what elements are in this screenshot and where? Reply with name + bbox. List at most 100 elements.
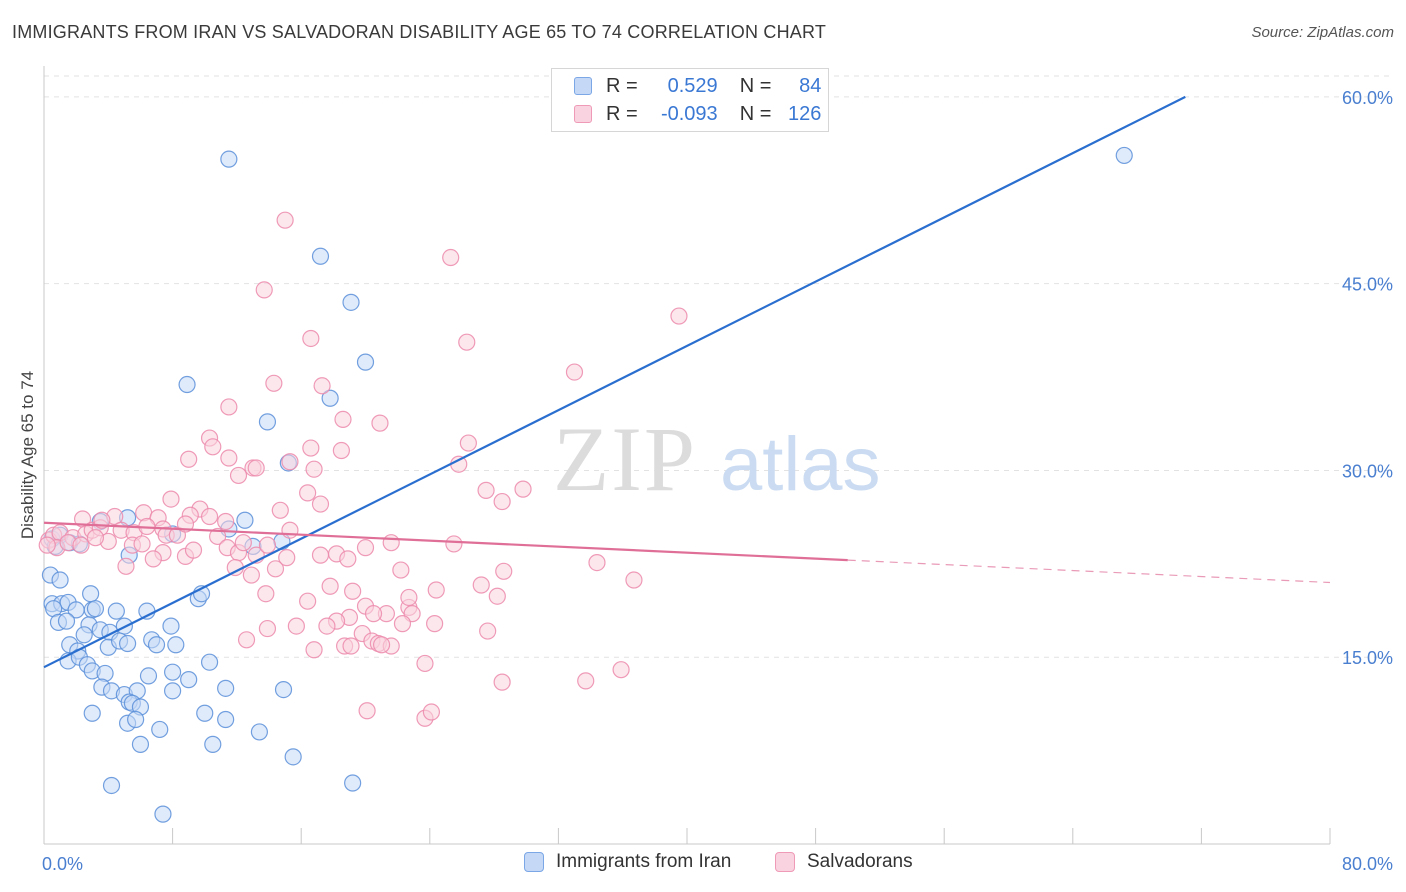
- salvadoran-point: [266, 560, 285, 578]
- iran-point: [217, 710, 235, 729]
- salvadoran-point: [258, 536, 277, 554]
- trend-lines: [43, 95, 1331, 669]
- bottom-legend-swatch-iran: [524, 852, 544, 872]
- salvadoran-point: [339, 550, 357, 568]
- salvadoran-point: [184, 541, 203, 559]
- iran-point: [86, 600, 105, 618]
- salvadoran-point: [302, 439, 320, 457]
- legend-n-label: N =: [739, 74, 772, 97]
- salvadoran-point: [416, 654, 434, 673]
- salvadoran-point: [305, 641, 323, 659]
- salvadoran-point: [450, 455, 468, 473]
- iran-point: [51, 571, 69, 589]
- legend-n-value-salvadoran: 126: [788, 102, 822, 125]
- salvadoran-point: [281, 521, 299, 539]
- salvadoran-point: [299, 484, 317, 502]
- salvadoran-point: [313, 377, 331, 395]
- y-axis-label: Disability Age 65 to 74: [18, 371, 37, 539]
- salvadoran-point: [458, 333, 476, 351]
- watermark-zip: ZIP: [553, 408, 697, 510]
- salvadoran-point: [514, 480, 532, 498]
- salvadoran-point: [445, 535, 463, 553]
- iran-point: [204, 735, 222, 753]
- salvadoran-point: [459, 434, 477, 452]
- salvadoran-point: [220, 449, 238, 467]
- iran-point: [180, 671, 198, 689]
- legend-swatch-iran: [574, 77, 592, 95]
- iran-point: [342, 293, 360, 311]
- iran-point: [236, 511, 254, 529]
- bottom-legend-swatch-salvadoran: [775, 852, 795, 872]
- salvadoran-point: [612, 661, 630, 679]
- y-tick-labels: 15.0% 30.0% 45.0% 60.0%: [1342, 88, 1393, 668]
- y-tick-label: 60.0%: [1342, 88, 1393, 108]
- salvadoran-point: [670, 307, 688, 325]
- salvadoran-point: [305, 460, 323, 478]
- salvadoran-point: [86, 529, 105, 547]
- iran-point: [284, 748, 302, 766]
- salvadoran-point: [334, 410, 352, 428]
- x-tick-labels: 0.0% 80.0%: [42, 854, 1393, 874]
- salvadoran-point: [38, 536, 56, 554]
- source-label: Source: ZipAtlas.com: [1251, 24, 1394, 41]
- salvadoran-point: [392, 561, 410, 579]
- legend-n-value-iran: 84: [799, 74, 822, 97]
- iran-point: [164, 682, 182, 700]
- y-tick-label: 15.0%: [1342, 648, 1393, 668]
- iran-point: [83, 704, 101, 722]
- salvadoran-point: [577, 672, 595, 690]
- x-tick-label: 0.0%: [42, 854, 83, 874]
- bottom-legend-salvadoran: Salvadorans: [775, 851, 913, 873]
- iran-point: [220, 150, 238, 168]
- salvadoran-point: [144, 550, 162, 568]
- bottom-legend-iran: Immigrants from Iran: [524, 851, 731, 873]
- salvadoran-point: [276, 211, 294, 229]
- salvadoran-point: [302, 329, 320, 348]
- salvadoran-point: [344, 582, 362, 600]
- y-tick-label: 45.0%: [1342, 275, 1393, 295]
- iran-point: [118, 634, 137, 653]
- iran-point: [139, 667, 158, 685]
- x-tick-label: 80.0%: [1342, 854, 1393, 874]
- salvadoran-point: [204, 438, 222, 456]
- iran-point: [127, 710, 145, 729]
- watermark-atlas: atlas: [720, 422, 881, 507]
- salvadoran-point: [162, 490, 180, 508]
- iran-point: [154, 805, 172, 823]
- salvadoran-point: [393, 615, 412, 633]
- legend-r-value-salvadoran: -0.093: [660, 102, 718, 125]
- salvadoran-point: [299, 592, 317, 610]
- salvadoran-point: [278, 549, 296, 567]
- salvadoran-point: [472, 576, 490, 594]
- iran-trend-line: [43, 95, 1186, 669]
- salvadoran-point: [321, 577, 339, 595]
- iran-point: [167, 636, 185, 654]
- salvadoran-point: [247, 459, 265, 477]
- iran-point: [250, 723, 269, 741]
- salvadoran-point: [332, 441, 350, 460]
- salvadoran-point: [495, 562, 513, 580]
- y-tick-label: 30.0%: [1342, 461, 1393, 481]
- salvadoran-point: [588, 553, 606, 572]
- iran-point: [258, 413, 277, 431]
- iran-point: [102, 776, 121, 795]
- salvadoran-point: [258, 619, 277, 638]
- salvadoran-point: [356, 539, 375, 557]
- salvadoran-point: [257, 585, 275, 603]
- salvadoran-point: [237, 631, 256, 649]
- salvadoran-point: [364, 605, 383, 623]
- salvadoran-point: [442, 248, 460, 267]
- salvadoran-point: [117, 557, 135, 575]
- iran-point: [274, 680, 293, 699]
- iran-point: [344, 774, 362, 792]
- iran-point: [147, 636, 166, 654]
- axes: [43, 66, 1331, 845]
- salvadoran-point: [209, 527, 227, 546]
- salvadoran-point: [426, 615, 444, 633]
- stats-legend: R = 0.529 N = 84 R = -0.093 N = 126: [551, 68, 829, 132]
- legend-row-iran: R = 0.529 N = 84: [574, 73, 821, 99]
- bottom-legend-label-iran: Immigrants from Iran: [556, 851, 732, 872]
- salvadoran-trend-extension: [847, 559, 1331, 584]
- salvadoran-point: [318, 617, 336, 635]
